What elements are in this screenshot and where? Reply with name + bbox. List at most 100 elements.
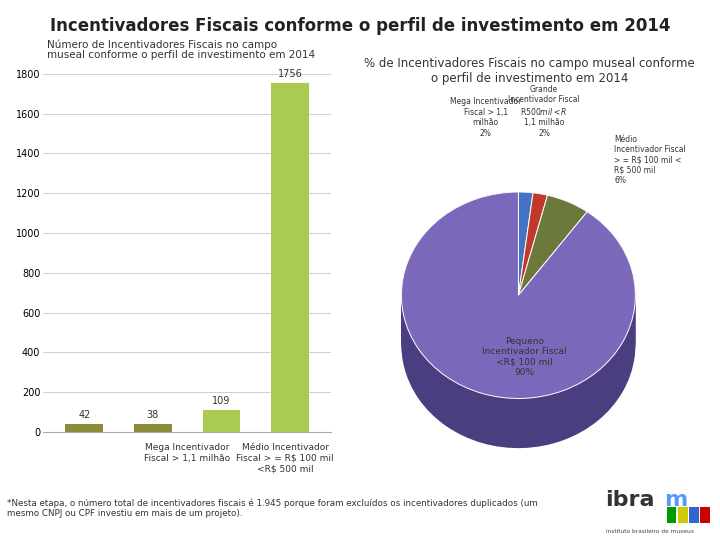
Wedge shape	[518, 222, 547, 325]
Wedge shape	[518, 201, 588, 301]
Wedge shape	[518, 201, 547, 304]
Wedge shape	[402, 207, 635, 413]
Wedge shape	[518, 227, 588, 327]
Wedge shape	[518, 242, 588, 342]
Wedge shape	[518, 210, 588, 310]
Wedge shape	[518, 195, 547, 298]
Wedge shape	[518, 204, 588, 304]
Wedge shape	[518, 239, 588, 339]
Wedge shape	[518, 207, 547, 310]
Text: Número de Incentivadores Fiscais no campo: Número de Incentivadores Fiscais no camp…	[47, 39, 277, 50]
Wedge shape	[518, 204, 533, 307]
Text: *Nesta etapa, o número total de incentivadores fiscais é 1.945 porque foram excl: *Nesta etapa, o número total de incentiv…	[7, 498, 538, 518]
Wedge shape	[518, 195, 588, 295]
Wedge shape	[518, 227, 533, 330]
Wedge shape	[518, 233, 588, 333]
Wedge shape	[402, 192, 635, 399]
Wedge shape	[518, 216, 547, 319]
Bar	[701, 507, 710, 523]
Wedge shape	[402, 192, 635, 399]
Wedge shape	[518, 195, 533, 298]
Wedge shape	[518, 205, 547, 307]
Wedge shape	[518, 192, 533, 295]
Wedge shape	[518, 193, 547, 295]
Bar	[678, 507, 688, 523]
Wedge shape	[518, 212, 533, 316]
Wedge shape	[402, 204, 635, 410]
Text: 109: 109	[212, 396, 230, 406]
Wedge shape	[402, 233, 635, 440]
Wedge shape	[518, 211, 547, 313]
Text: Mega Incentivador
Fiscal > 1,1 milhão: Mega Incentivador Fiscal > 1,1 milhão	[144, 443, 230, 463]
Text: Mega Incentivador
Fiscal > 1,1
milhão
2%: Mega Incentivador Fiscal > 1,1 milhão 2%	[450, 97, 521, 138]
Wedge shape	[518, 228, 547, 330]
Wedge shape	[518, 234, 547, 336]
Wedge shape	[518, 199, 547, 301]
Bar	[689, 507, 699, 523]
Wedge shape	[518, 213, 588, 313]
Text: museal conforme o perfil de investimento em 2014: museal conforme o perfil de investimento…	[47, 50, 315, 60]
Wedge shape	[402, 236, 635, 442]
Text: 38: 38	[147, 410, 159, 421]
Wedge shape	[518, 201, 533, 304]
Wedge shape	[518, 237, 547, 339]
Wedge shape	[518, 221, 588, 321]
Bar	[202, 410, 240, 432]
Wedge shape	[518, 221, 533, 325]
Wedge shape	[402, 224, 635, 430]
Text: 42: 42	[78, 410, 91, 420]
Wedge shape	[518, 193, 547, 295]
Wedge shape	[518, 230, 588, 330]
Text: Incentivadores Fiscais conforme o perfil de investimento em 2014: Incentivadores Fiscais conforme o perfil…	[50, 17, 670, 35]
Wedge shape	[402, 198, 635, 404]
Bar	[134, 424, 172, 432]
Text: m: m	[664, 490, 687, 510]
Wedge shape	[518, 224, 533, 327]
Text: % de Incentivadores Fiscais no campo museal conforme
o perfil de investimento em: % de Incentivadores Fiscais no campo mus…	[364, 57, 695, 85]
Wedge shape	[518, 239, 533, 342]
Wedge shape	[518, 225, 547, 327]
Wedge shape	[402, 239, 635, 445]
Wedge shape	[402, 210, 635, 416]
Wedge shape	[402, 201, 635, 407]
Wedge shape	[402, 227, 635, 434]
Wedge shape	[402, 221, 635, 428]
Wedge shape	[402, 218, 635, 425]
Text: Grande
Incentivador Fiscal
R$ 500 mil< R$
1,1 milhão
2%: Grande Incentivador Fiscal R$ 500 mil< R…	[508, 85, 580, 138]
Wedge shape	[518, 242, 547, 345]
Wedge shape	[402, 215, 635, 422]
Wedge shape	[518, 240, 547, 342]
Wedge shape	[518, 245, 588, 345]
Wedge shape	[518, 210, 533, 313]
Wedge shape	[518, 241, 533, 345]
Bar	[667, 507, 677, 523]
Wedge shape	[518, 213, 547, 316]
Wedge shape	[518, 215, 588, 316]
Wedge shape	[518, 225, 588, 325]
Text: Pequeno
Incentivador Fiscal
<R$ 100 mil
90%: Pequeno Incentivador Fiscal <R$ 100 mil …	[482, 337, 567, 377]
Wedge shape	[518, 192, 533, 295]
Bar	[271, 83, 309, 432]
Wedge shape	[402, 230, 635, 436]
Wedge shape	[518, 233, 533, 336]
Wedge shape	[402, 241, 635, 448]
Wedge shape	[518, 207, 533, 310]
Text: Médio
Incentivador Fiscal
> = R$ 100 mil <
R$ 500 mil
6%: Médio Incentivador Fiscal > = R$ 100 mil…	[614, 135, 686, 185]
Wedge shape	[518, 219, 547, 321]
Wedge shape	[518, 218, 533, 321]
Wedge shape	[518, 195, 588, 295]
Wedge shape	[402, 212, 635, 419]
Text: 1756: 1756	[278, 69, 302, 79]
Wedge shape	[518, 236, 588, 336]
Wedge shape	[402, 195, 635, 401]
Wedge shape	[518, 198, 533, 301]
Wedge shape	[518, 219, 588, 319]
Text: Médio Incentivador
Fiscal > = R$ 100 mil
<R$ 500 mil: Médio Incentivador Fiscal > = R$ 100 mil…	[236, 443, 334, 473]
Wedge shape	[518, 230, 533, 333]
Bar	[66, 424, 103, 432]
Wedge shape	[518, 207, 588, 307]
Wedge shape	[518, 231, 547, 333]
Text: ibra: ibra	[605, 490, 654, 510]
Wedge shape	[518, 198, 588, 298]
Wedge shape	[518, 215, 533, 319]
